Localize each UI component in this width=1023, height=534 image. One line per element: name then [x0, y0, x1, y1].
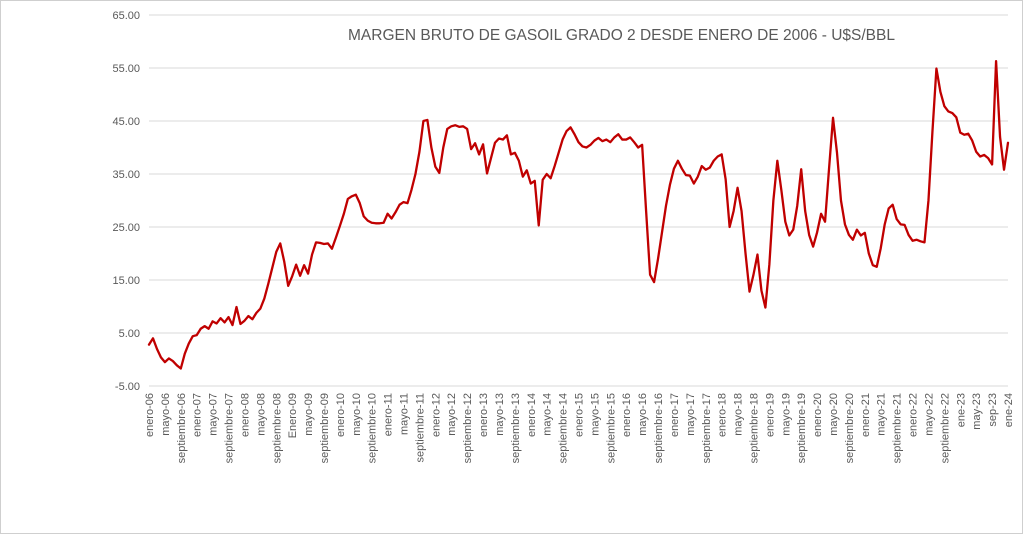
x-axis-tick-label: mayo-07	[208, 393, 220, 436]
x-axis-tick-label: enero-10	[335, 393, 347, 437]
x-axis-tick-label: enero-15	[574, 393, 586, 437]
y-axis-tick-label: 65.00	[112, 10, 140, 22]
x-axis-tick-label: septiembre-21	[892, 393, 904, 463]
x-axis-tick-label: enero-16	[621, 393, 633, 437]
x-axis-tick-label: enero-19	[764, 393, 776, 437]
x-axis-tick-label: septiembre-18	[748, 393, 760, 463]
x-axis-tick-label: enero-13	[478, 393, 490, 437]
x-axis-tick-label: mayo-08	[255, 393, 267, 436]
x-axis-tick-label: enero-11	[383, 393, 395, 436]
x-axis-tick-label: may-23	[971, 393, 983, 430]
x-axis-tick-label: mayo-22	[923, 393, 935, 436]
x-axis-tick-label: mayo-20	[828, 393, 840, 436]
x-axis-tick-label: septiembre-15	[605, 393, 617, 463]
x-axis-tick-label: ene-24	[1003, 393, 1015, 427]
x-axis-tick-label: mayo-11	[399, 393, 411, 435]
x-axis-tick-label: septiembre-11	[414, 393, 426, 463]
x-axis-tick-label: septiembre-20	[844, 393, 856, 463]
y-axis-tick-label: 15.00	[112, 275, 140, 287]
x-axis-tick-label: septiembre-17	[701, 393, 713, 463]
x-axis-tick-label: ene-23	[955, 393, 967, 427]
x-axis-tick-label: septiembre-22	[939, 393, 951, 463]
x-axis-tick-label: enero-12	[430, 393, 442, 437]
x-axis-tick-label: septiembre-13	[510, 393, 522, 463]
y-axis-tick-label: 25.00	[112, 222, 140, 234]
x-axis-tick-label: enero-06	[144, 393, 156, 437]
x-axis-tick-label: mayo-09	[303, 393, 315, 436]
x-axis-tick-label: mayo-12	[446, 393, 458, 436]
x-axis-tick-label: mayo-19	[780, 393, 792, 436]
x-axis-tick-label: mayo-16	[637, 393, 649, 436]
x-axis-tick-label: mayo-13	[494, 393, 506, 436]
chart-title: MARGEN BRUTO DE GASOIL GRADO 2 DESDE ENE…	[348, 27, 895, 44]
x-axis-tick-label: enero-18	[717, 393, 729, 437]
x-axis-tick-label: mayo-18	[733, 393, 745, 436]
x-axis-tick-label: Enero-09	[287, 393, 299, 438]
x-axis-tick-label: septiembre-14	[558, 393, 570, 463]
series-line	[147, 59, 1010, 370]
y-axis-tick-label: -5.00	[115, 381, 140, 393]
x-axis-tick-label: mayo-14	[542, 393, 554, 436]
x-axis-tick-label: enero-21	[860, 393, 872, 437]
x-axis-tick-label: mayo-21	[876, 393, 888, 436]
x-axis-tick-label: enero-20	[812, 393, 824, 437]
y-axis-tick-label: 5.00	[119, 328, 140, 340]
x-axis-tick-label: enero-14	[526, 393, 538, 437]
x-axis-tick-label: enero-07	[192, 393, 204, 437]
x-axis-tick-label: septiembre-16	[653, 393, 665, 463]
x-axis-tick-label: mayo-10	[351, 393, 363, 436]
y-axis-tick-label: 35.00	[112, 169, 140, 181]
y-axis-tick-label: 45.00	[112, 116, 140, 128]
x-axis-tick-label: septiembre-19	[796, 393, 808, 463]
x-axis-tick-label: enero-22	[908, 393, 920, 437]
y-axis-tick-label: 55.00	[112, 63, 140, 75]
x-axis-tick-label: septiembre-08	[271, 393, 283, 463]
x-axis-tick-label: septiembre-06	[176, 393, 188, 463]
x-axis-tick-label: septiembre-10	[367, 393, 379, 463]
x-axis-tick-label: enero-08	[239, 393, 251, 437]
x-axis-tick-label: mayo-15	[589, 393, 601, 436]
x-axis-tick-label: sep-23	[987, 393, 999, 427]
x-axis-tick-label: mayo-17	[685, 393, 697, 436]
x-axis-tick-label: septiembre-07	[224, 393, 236, 463]
x-axis-tick-label: septiembre-09	[319, 393, 331, 463]
x-axis-tick-label: mayo-06	[160, 393, 172, 436]
x-axis-tick-label: septiembre-12	[462, 393, 474, 463]
x-axis-tick-label: enero-17	[669, 393, 681, 437]
